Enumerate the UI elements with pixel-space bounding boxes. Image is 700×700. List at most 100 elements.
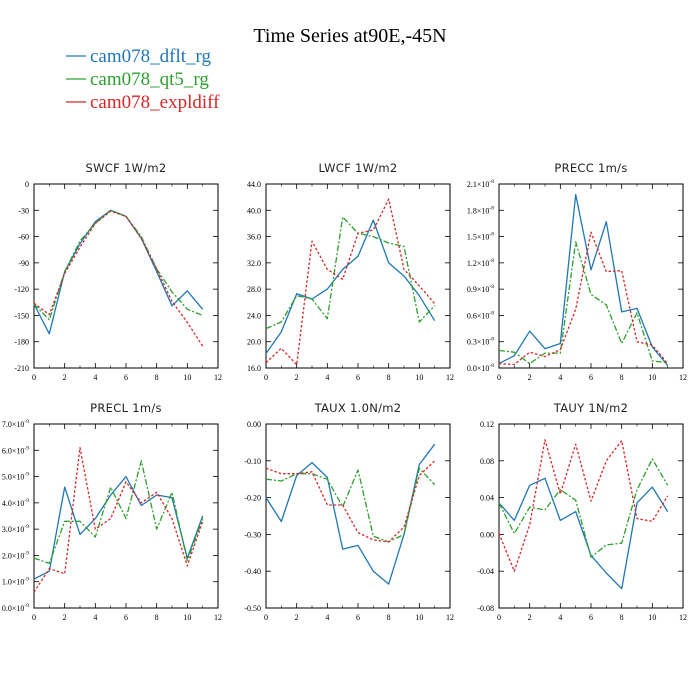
x-tick-label: 4 bbox=[325, 373, 329, 382]
y-tick-label: 28.0 bbox=[247, 285, 261, 294]
x-tick-label: 12 bbox=[446, 613, 454, 622]
panel-1: LWCF 1W/m2 0 2 4 6 8 10 12 16.0 20.0 24.0 28.0 32.0 3… bbox=[247, 161, 454, 382]
y-tick-label: 32.0 bbox=[247, 259, 261, 268]
x-tick-label: 4 bbox=[93, 373, 97, 382]
y-tick-exponent: -8 bbox=[489, 232, 494, 238]
panel-title: PRECL 1m/s bbox=[90, 401, 162, 415]
y-tick-exponent: -9 bbox=[24, 603, 29, 609]
x-tick-label: 12 bbox=[214, 613, 222, 622]
x-tick-label: 8 bbox=[620, 373, 624, 382]
y-tick-label: 0.00 bbox=[480, 530, 494, 539]
series-line-cam078_dflt_rg bbox=[265, 443, 436, 585]
y-tick-exponent: -8 bbox=[489, 310, 494, 316]
y-tick-exponent: -9 bbox=[24, 550, 29, 556]
x-tick-label: 4 bbox=[558, 613, 562, 622]
x-tick-label: 10 bbox=[648, 613, 656, 622]
y-tick-label: 0.08 bbox=[480, 457, 494, 466]
x-tick-label: 4 bbox=[558, 373, 562, 382]
y-tick-label: 36.0 bbox=[247, 233, 261, 242]
y-tick-mantissa: 1.0×10 bbox=[2, 578, 25, 587]
y-tick-mantissa: 0.0×10 bbox=[467, 364, 490, 373]
series-line-cam078_qt5_rg bbox=[265, 216, 436, 330]
y-tick-mantissa: 7.0×10 bbox=[2, 420, 25, 429]
panel-5: TAUY 1N/m2 0 2 4 6 8 10 12 -0.08 -0.04 0.00 0.04 0.0… bbox=[477, 401, 687, 622]
panels: SWCF 1W/m20 2 4 6 8 10 120-30-60-90-120-150-18… bbox=[2, 161, 687, 622]
legend-entry-0: cam078_dflt_rg bbox=[90, 46, 212, 67]
y-tick-label: 0.00 bbox=[247, 420, 261, 429]
y-tick-mantissa: 2.0×10 bbox=[2, 551, 25, 560]
y-tick-label: 7.0×10-9 bbox=[2, 419, 29, 429]
x-tick-label: 8 bbox=[620, 613, 624, 622]
y-tick-mantissa: 0.9×10 bbox=[467, 285, 490, 294]
x-tick-label: 6 bbox=[356, 373, 360, 382]
series-line-cam078_dflt_rg bbox=[33, 475, 204, 580]
plot-frame bbox=[265, 183, 451, 369]
panel-title: SWCF 1W/m2 bbox=[85, 161, 166, 175]
series-line-cam078_dflt_rg bbox=[498, 193, 669, 366]
y-tick-mantissa: 6.0×10 bbox=[2, 446, 25, 455]
y-tick-label: -30 bbox=[18, 206, 29, 215]
y-tick-mantissa: 4.0×10 bbox=[2, 499, 25, 508]
x-tick-label: 8 bbox=[155, 613, 159, 622]
legend: cam078_dflt_rgcam078_qt5_rgcam078_expldi… bbox=[66, 46, 220, 113]
y-tick-label: -0.20 bbox=[244, 494, 261, 503]
x-tick-label: 6 bbox=[356, 613, 360, 622]
series-line-cam078_qt5_rg bbox=[33, 460, 204, 564]
y-tick-label: -0.30 bbox=[244, 530, 261, 539]
series-line-cam078_expldiff bbox=[498, 231, 669, 366]
y-tick-label: 0.6×10-8 bbox=[467, 310, 494, 320]
series-line-cam078_qt5_rg bbox=[265, 467, 436, 543]
y-tick-label: -150 bbox=[14, 311, 29, 320]
y-tick-mantissa: 0.6×10 bbox=[467, 311, 490, 320]
x-tick-label: 12 bbox=[214, 373, 222, 382]
series-line-cam078_expldiff bbox=[265, 460, 436, 543]
panel-2: PRECC 1m/s0 2 4 6 8 10 120.0×10-80.3×10-80.6×1… bbox=[467, 161, 687, 382]
y-tick-mantissa: 3.0×10 bbox=[2, 525, 25, 534]
x-tick-label: 4 bbox=[93, 613, 97, 622]
y-tick-label: -180 bbox=[14, 338, 29, 347]
x-tick-label: 2 bbox=[63, 373, 67, 382]
panel-4: TAUX 1.0N/m2 0 2 4 6 8 10 12 0.00 -0.10 -0.20 -0.30… bbox=[244, 401, 454, 622]
y-tick-label: -0.50 bbox=[244, 604, 261, 613]
y-tick-label: -0.40 bbox=[244, 567, 261, 576]
y-tick-label: 24.0 bbox=[247, 311, 261, 320]
y-tick-exponent: -8 bbox=[489, 205, 494, 211]
x-tick-label: 10 bbox=[415, 373, 423, 382]
x-tick-label: 6 bbox=[589, 373, 593, 382]
x-tick-label: 0 bbox=[32, 373, 36, 382]
panel-3: PRECL 1m/s0 2 4 6 8 10 120.0×10-91.0×10-92.0×1… bbox=[2, 401, 222, 622]
y-tick-label: 1.2×10-8 bbox=[467, 258, 494, 268]
y-tick-label: 2.1×10-8 bbox=[467, 179, 494, 189]
series-line-cam078_qt5_rg bbox=[498, 241, 668, 365]
x-tick-label: 0 bbox=[497, 373, 501, 382]
y-tick-mantissa: 5.0×10 bbox=[2, 473, 25, 482]
y-tick-label: -0.08 bbox=[477, 604, 494, 613]
y-tick-label: 0.12 bbox=[480, 420, 494, 429]
y-tick-label: 0.0×10-9 bbox=[2, 603, 29, 613]
y-tick-label: 20.0 bbox=[247, 338, 261, 347]
y-tick-label: 0.04 bbox=[480, 494, 494, 503]
panel-title: LWCF 1W/m2 bbox=[318, 161, 397, 175]
y-tick-exponent: -9 bbox=[24, 472, 29, 478]
y-tick-exponent: -9 bbox=[24, 419, 29, 425]
y-tick-label: -210 bbox=[14, 364, 29, 373]
x-tick-label: 0 bbox=[264, 373, 268, 382]
x-tick-label: 10 bbox=[183, 373, 191, 382]
y-tick-exponent: -8 bbox=[489, 363, 494, 369]
series-line-cam078_expldiff bbox=[265, 198, 436, 366]
x-tick-label: 4 bbox=[325, 613, 329, 622]
x-tick-label: 12 bbox=[679, 373, 687, 382]
y-tick-label: 6.0×10-9 bbox=[2, 445, 29, 455]
series-line-cam078_dflt_rg bbox=[33, 209, 204, 335]
y-tick-mantissa: 1.5×10 bbox=[467, 233, 490, 242]
x-tick-label: 2 bbox=[528, 613, 532, 622]
plot-frame bbox=[33, 423, 219, 609]
y-tick-mantissa: 1.8×10 bbox=[467, 206, 490, 215]
y-tick-label: -0.10 bbox=[244, 457, 261, 466]
y-tick-exponent: -8 bbox=[489, 179, 494, 185]
panel-0: SWCF 1W/m2 0 2 4 6 8 10 12 0 -30 -60 -90 -120 -150 -18… bbox=[14, 161, 222, 382]
y-tick-label: -60 bbox=[18, 233, 29, 242]
series-line-cam078_dflt_rg bbox=[498, 477, 669, 590]
figure-title: Time Series at90E,-45N bbox=[253, 25, 446, 47]
